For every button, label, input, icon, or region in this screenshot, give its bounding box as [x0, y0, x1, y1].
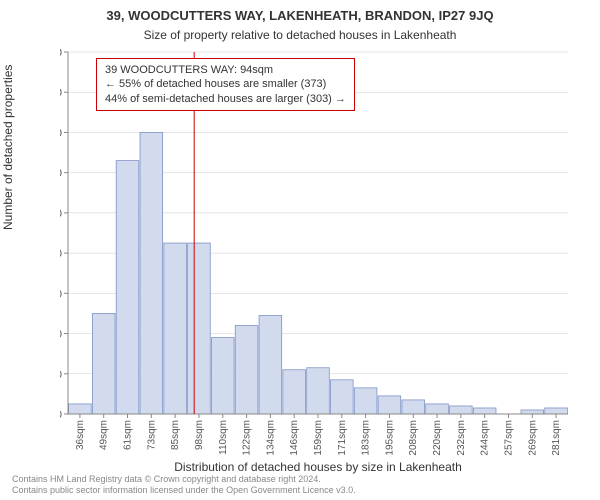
svg-text:220sqm: 220sqm: [432, 420, 443, 456]
bar: [545, 408, 568, 414]
svg-text:159sqm: 159sqm: [313, 420, 324, 456]
bar: [354, 388, 377, 414]
svg-text:73sqm: 73sqm: [146, 420, 157, 450]
x-axis-label: Distribution of detached houses by size …: [60, 460, 576, 474]
bar: [331, 380, 354, 414]
svg-text:100: 100: [60, 208, 62, 220]
footer-attribution: Contains HM Land Registry data © Crown c…: [12, 474, 356, 496]
chart-title: 39, WOODCUTTERS WAY, LAKENHEATH, BRANDON…: [0, 8, 600, 23]
bar: [92, 313, 115, 414]
svg-text:0: 0: [60, 409, 62, 421]
svg-text:160: 160: [60, 87, 62, 99]
svg-text:281sqm: 281sqm: [551, 420, 562, 456]
bar: [473, 408, 496, 414]
svg-text:20: 20: [60, 369, 62, 381]
svg-text:269sqm: 269sqm: [527, 420, 538, 456]
bar: [521, 410, 544, 414]
bar: [211, 338, 234, 414]
bar: [402, 400, 425, 414]
bar: [259, 315, 282, 414]
svg-text:146sqm: 146sqm: [289, 420, 300, 456]
svg-text:60: 60: [60, 288, 62, 300]
bar: [69, 404, 92, 414]
footer-line-2: Contains public sector information licen…: [12, 485, 356, 496]
svg-text:171sqm: 171sqm: [337, 420, 348, 456]
svg-text:49sqm: 49sqm: [99, 420, 110, 450]
bar: [235, 326, 258, 414]
bar: [378, 396, 401, 414]
svg-text:61sqm: 61sqm: [123, 420, 134, 450]
svg-text:244sqm: 244sqm: [480, 420, 491, 456]
svg-text:195sqm: 195sqm: [384, 420, 395, 456]
chart-subtitle: Size of property relative to detached ho…: [0, 28, 600, 42]
bar: [116, 161, 139, 414]
footer-line-1: Contains HM Land Registry data © Crown c…: [12, 474, 356, 485]
y-axis-label: Number of detached properties: [1, 65, 15, 230]
bar: [426, 404, 449, 414]
svg-text:36sqm: 36sqm: [75, 420, 86, 450]
bar: [188, 243, 211, 414]
svg-text:40: 40: [60, 329, 62, 341]
svg-text:85sqm: 85sqm: [170, 420, 181, 450]
info-line-2: ← 55% of detached houses are smaller (37…: [105, 77, 346, 91]
svg-text:180: 180: [60, 48, 62, 59]
svg-text:140: 140: [60, 127, 62, 139]
info-box: 39 WOODCUTTERS WAY: 94sqm ← 55% of detac…: [96, 58, 355, 111]
svg-text:183sqm: 183sqm: [361, 420, 372, 456]
bar: [164, 243, 187, 414]
svg-text:110sqm: 110sqm: [218, 420, 229, 455]
svg-text:120: 120: [60, 168, 62, 180]
bar: [307, 368, 330, 414]
svg-text:134sqm: 134sqm: [265, 420, 276, 456]
svg-text:80: 80: [60, 248, 62, 260]
svg-text:232sqm: 232sqm: [456, 420, 467, 456]
info-line-3: 44% of semi-detached houses are larger (…: [105, 92, 346, 106]
svg-text:257sqm: 257sqm: [503, 420, 514, 456]
info-line-1: 39 WOODCUTTERS WAY: 94sqm: [105, 63, 346, 77]
bar: [450, 406, 473, 414]
svg-text:98sqm: 98sqm: [194, 420, 205, 450]
svg-text:208sqm: 208sqm: [408, 420, 419, 456]
svg-text:122sqm: 122sqm: [242, 420, 253, 456]
bar: [283, 370, 306, 414]
bar: [140, 132, 163, 414]
